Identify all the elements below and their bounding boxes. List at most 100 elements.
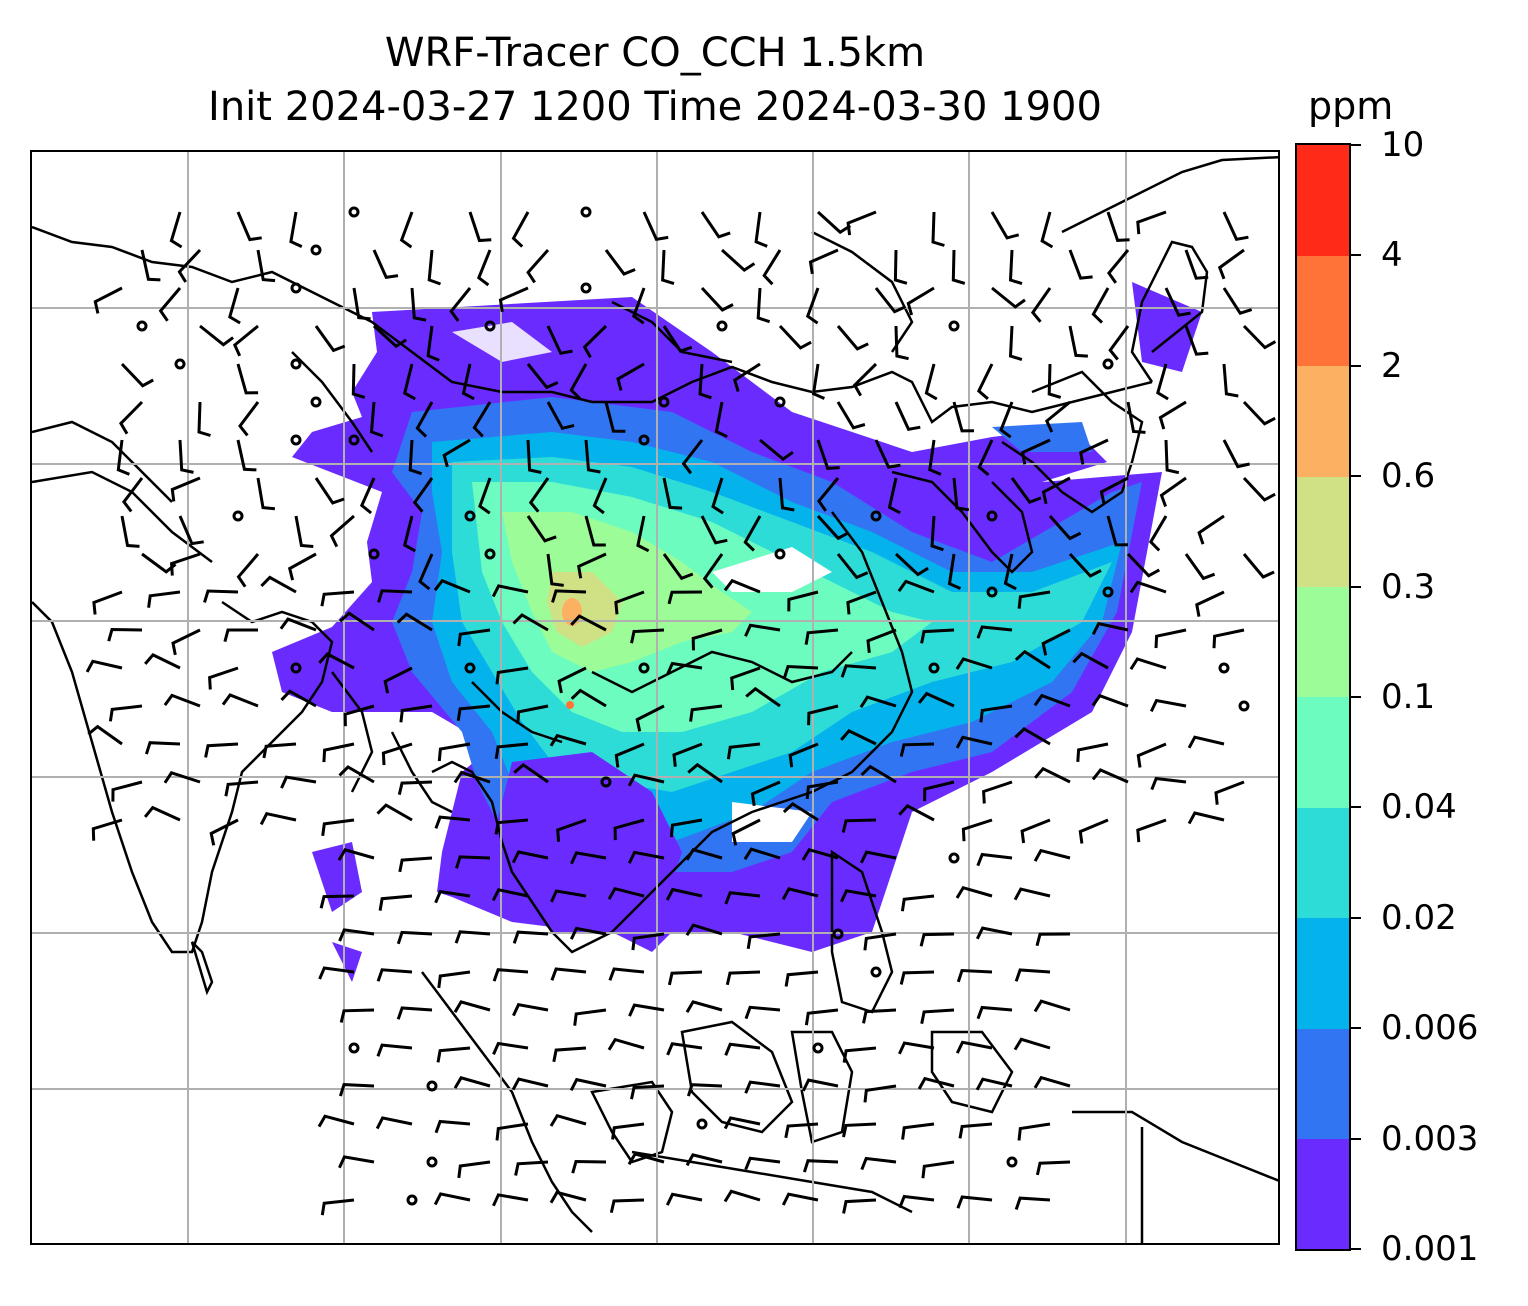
wind-barb — [178, 439, 194, 474]
wind-barb — [1068, 249, 1093, 280]
wind-barb — [1217, 248, 1245, 280]
wind-barb — [338, 765, 375, 784]
colorbar-tick — [1351, 144, 1361, 146]
wind-barb — [842, 1046, 877, 1063]
wind-barb — [976, 363, 994, 400]
wind-barb — [614, 742, 645, 768]
wind-barb — [1154, 628, 1187, 649]
wind-barb — [635, 704, 665, 732]
colorbar-segment — [1297, 697, 1349, 808]
wind-barb — [662, 553, 694, 581]
wind-barb — [745, 686, 781, 708]
chart-title: WRF-Tracer CO_CCH 1.5km — [384, 30, 926, 76]
wind-barb — [726, 742, 761, 760]
wind-barb — [434, 815, 471, 829]
calm-wind-marker — [1238, 700, 1250, 712]
wind-barb — [376, 968, 413, 982]
wind-barb — [667, 590, 703, 605]
wind-barb — [841, 818, 877, 833]
wind-barb — [570, 614, 607, 632]
wind-barb — [551, 589, 587, 603]
wind-barb — [784, 970, 819, 987]
wind-barb — [147, 590, 181, 608]
wind-barb — [720, 248, 756, 272]
wind-barb — [396, 930, 433, 945]
wind-barb — [1126, 401, 1146, 434]
wind-barb — [221, 693, 259, 708]
wind-barb — [921, 1160, 955, 1179]
wind-barb — [931, 211, 945, 247]
wind-barb — [570, 851, 607, 865]
wind-barb — [899, 970, 935, 985]
wind-barb — [805, 287, 820, 325]
wind-barb — [1017, 1122, 1051, 1141]
wind-barb — [1033, 1075, 1071, 1089]
wind-barb — [842, 1198, 877, 1214]
wind-barb — [899, 742, 935, 757]
wind-barb — [143, 805, 181, 822]
wind-barb — [1078, 818, 1109, 844]
calm-wind-marker — [1102, 358, 1114, 370]
wind-barb — [930, 515, 944, 552]
wind-barb — [955, 657, 993, 670]
wind-barb — [782, 664, 819, 679]
wind-barb — [415, 401, 434, 438]
wind-barb — [611, 1122, 645, 1140]
wind-barb — [801, 847, 839, 861]
wind-barb — [1136, 742, 1167, 768]
wind-barb — [687, 762, 723, 784]
wind-barb — [732, 362, 761, 392]
wind-barb — [711, 477, 724, 515]
wind-barb — [318, 652, 355, 670]
wind-barb — [476, 249, 492, 287]
colorbar-tick — [1351, 1027, 1361, 1030]
wind-barb — [1068, 325, 1088, 358]
wind-barb — [318, 966, 355, 980]
wind-barb — [616, 362, 645, 391]
wind-barb — [685, 1153, 723, 1167]
colorbar-units: ppm — [1308, 84, 1394, 128]
wind-barb — [665, 887, 703, 901]
colorbar-tick-label: 4 — [1381, 235, 1403, 276]
wind-barb — [919, 932, 955, 947]
wind-barb — [1136, 818, 1167, 843]
wind-barb — [956, 968, 993, 983]
wind-barb — [396, 612, 433, 632]
wind-barb — [223, 628, 258, 642]
wind-barb — [784, 1122, 819, 1139]
wind-barb — [990, 211, 1020, 240]
wind-barb — [495, 1122, 529, 1141]
wind-barb — [975, 926, 1013, 940]
wind-barb — [494, 742, 529, 760]
wind-barb — [492, 1041, 529, 1056]
wind-barb — [169, 211, 183, 249]
wind-barb — [731, 818, 761, 846]
wind-barb — [453, 1000, 491, 1013]
map-canvas — [32, 152, 1278, 1243]
wind-barb — [744, 1156, 781, 1171]
wind-barb — [1242, 476, 1276, 502]
wind-barb — [314, 477, 345, 505]
wind-barb — [1013, 887, 1051, 901]
calm-wind-marker — [1218, 662, 1230, 674]
wind-barb — [372, 324, 408, 349]
wind-barb — [433, 578, 471, 594]
wind-barb — [381, 742, 413, 766]
wind-barb — [399, 704, 433, 723]
calm-wind-marker — [464, 662, 476, 674]
wind-barb — [627, 850, 665, 864]
wind-barb — [724, 1042, 761, 1056]
wind-barb — [917, 1076, 955, 1090]
wind-barb — [685, 847, 723, 861]
wind-barb — [549, 1113, 587, 1127]
wind-barb — [1021, 438, 1051, 465]
wind-barb — [1136, 210, 1167, 235]
wind-barb — [337, 848, 375, 861]
calm-wind-marker — [174, 358, 186, 370]
wind-barb — [1242, 324, 1277, 350]
wind-barb — [203, 589, 239, 603]
wind-barb — [714, 401, 728, 439]
colorbar-tick-label: 2 — [1381, 345, 1403, 386]
wind-barb — [569, 926, 607, 940]
calm-wind-marker — [716, 320, 728, 332]
